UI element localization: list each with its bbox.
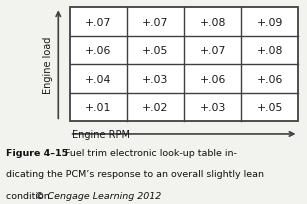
Text: +.06: +.06 <box>85 46 111 56</box>
Text: +.07: +.07 <box>85 18 111 28</box>
Text: +.03: +.03 <box>142 74 169 84</box>
Text: +.09: +.09 <box>257 18 283 28</box>
Text: +.02: +.02 <box>142 103 169 113</box>
Text: +.03: +.03 <box>199 103 226 113</box>
Text: Engine load: Engine load <box>43 37 53 94</box>
Text: +.06: +.06 <box>199 74 226 84</box>
Text: © Cengage Learning 2012: © Cengage Learning 2012 <box>35 191 161 200</box>
Bar <box>70 8 298 122</box>
Text: +.08: +.08 <box>199 18 226 28</box>
Text: +.05: +.05 <box>142 46 169 56</box>
Text: dicating the PCM’s response to an overall slightly lean: dicating the PCM’s response to an overal… <box>6 169 264 178</box>
Text: +.07: +.07 <box>199 46 226 56</box>
Text: Fuel trim electronic look-up table in-: Fuel trim electronic look-up table in- <box>59 149 237 158</box>
Text: +.06: +.06 <box>257 74 283 84</box>
Text: +.07: +.07 <box>142 18 169 28</box>
Text: Figure 4–15: Figure 4–15 <box>6 149 68 158</box>
Text: Engine RPM: Engine RPM <box>72 129 130 139</box>
Text: +.04: +.04 <box>85 74 111 84</box>
Text: +.05: +.05 <box>257 103 283 113</box>
Text: +.01: +.01 <box>85 103 111 113</box>
Text: condition.: condition. <box>6 191 56 200</box>
Text: +.08: +.08 <box>257 46 283 56</box>
